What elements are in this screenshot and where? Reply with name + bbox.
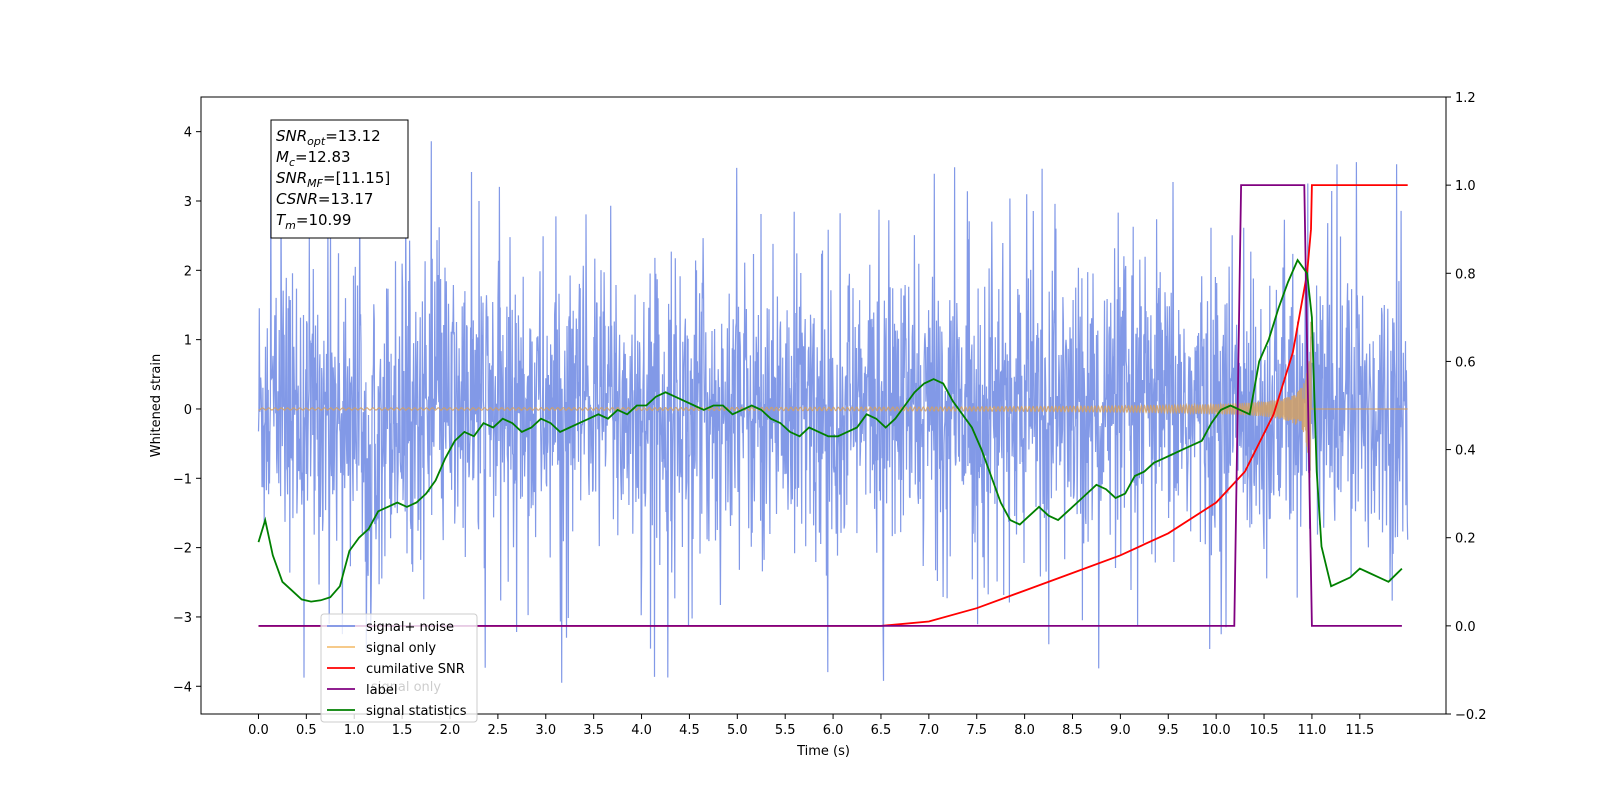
legend-label: signal+ noise <box>366 620 454 635</box>
legend-label: signal statistics <box>366 704 467 719</box>
y-tick-label: 3 <box>184 195 192 210</box>
plot-area <box>257 141 1409 683</box>
legend-ghost-text: signal only <box>371 680 441 695</box>
stats-symbol: M <box>276 148 289 166</box>
stats-value: =13.17 <box>318 190 374 208</box>
x-tick-label: 3.5 <box>583 723 604 738</box>
y-axis-title: Whitened strain <box>149 354 164 457</box>
x-tick-label: 11.5 <box>1345 723 1374 738</box>
x-tick-label: 1.0 <box>344 723 365 738</box>
legend-label: signal only <box>366 641 436 656</box>
series-signal-statistics-line <box>257 258 1403 603</box>
stats-value: =10.99 <box>296 211 352 229</box>
y-tick-label: −2 <box>173 542 192 557</box>
legend-label: cumilative SNR <box>366 662 465 677</box>
x-tick-label: 10.5 <box>1250 723 1279 738</box>
stats-symbol: T <box>276 211 287 229</box>
stats-subscript: MF <box>307 177 323 190</box>
x-tick-label: 8.0 <box>1014 723 1035 738</box>
stats-value: =[11.15] <box>323 169 390 187</box>
x-tick-label: 10.0 <box>1202 723 1231 738</box>
stats-line: SNRopt=13.12 <box>276 127 381 148</box>
x-tick-label: 5.0 <box>727 723 748 738</box>
legend-label: label <box>366 683 397 698</box>
x-tick-label: 3.0 <box>535 723 556 738</box>
y2-tick-label: −0.2 <box>1455 708 1487 723</box>
x-tick-label: 9.5 <box>1158 723 1179 738</box>
x-tick-label: 5.5 <box>775 723 796 738</box>
series-signal-noise-line <box>257 141 1409 683</box>
x-axis-title: Time (s) <box>796 744 850 759</box>
x-tick-label: 2.5 <box>488 723 509 738</box>
x-tick-label: 9.0 <box>1110 723 1131 738</box>
stats-line: SNRMF=[11.15] <box>276 169 390 190</box>
x-tick-label: 4.0 <box>631 723 652 738</box>
stats-value: =12.83 <box>295 148 351 166</box>
stats-value: =13.12 <box>325 127 381 145</box>
stats-box <box>270 119 409 239</box>
stats-line: Mc=12.83 <box>276 148 351 169</box>
series-cumulative-snr-line <box>258 184 1408 627</box>
x-tick-label: 7.0 <box>919 723 940 738</box>
y-tick-label: −1 <box>173 472 192 487</box>
y2-tick-label: 1.2 <box>1455 91 1476 106</box>
stats-symbol: CSNR <box>276 190 318 208</box>
series-signal-only-line <box>258 321 1408 478</box>
y-tick-label: 2 <box>184 264 192 279</box>
stats-symbol: SNR <box>276 127 307 145</box>
y-tick-label: −4 <box>173 680 192 695</box>
y2-tick-label: 0.2 <box>1455 532 1476 547</box>
y2-tick-label: 1.0 <box>1455 179 1476 194</box>
x-tick-label: 6.5 <box>871 723 892 738</box>
stats-subscript: c <box>289 156 295 169</box>
x-tick-label: 0.0 <box>248 723 269 738</box>
stats-subscript: opt <box>307 135 326 148</box>
y-tick-label: −3 <box>173 611 192 626</box>
plot-frame <box>200 96 1447 715</box>
x-tick-label: 2.0 <box>440 723 461 738</box>
stats-symbol: SNR <box>276 169 307 187</box>
x-tick-label: 1.5 <box>392 723 413 738</box>
y-tick-label: 0 <box>184 403 192 418</box>
y-tick-label: 4 <box>184 126 192 141</box>
legend-box <box>320 613 478 723</box>
x-tick-label: 8.5 <box>1062 723 1083 738</box>
x-tick-label: 11.0 <box>1297 723 1326 738</box>
stats-subscript: m <box>285 219 296 232</box>
stats-line: Tm=10.99 <box>276 211 351 232</box>
series-label-line <box>258 184 1402 627</box>
x-tick-label: 4.5 <box>679 723 700 738</box>
y-tick-label: 1 <box>184 334 192 349</box>
x-tick-label: 7.5 <box>966 723 987 738</box>
x-tick-label: 6.0 <box>823 723 844 738</box>
stats-line: CSNR=13.17 <box>276 190 373 208</box>
x-tick-label: 0.5 <box>296 723 317 738</box>
y2-tick-label: 0.0 <box>1455 620 1476 635</box>
y2-tick-label: 0.8 <box>1455 267 1476 282</box>
y2-tick-label: 0.4 <box>1455 444 1476 459</box>
y2-tick-label: 0.6 <box>1455 355 1476 370</box>
